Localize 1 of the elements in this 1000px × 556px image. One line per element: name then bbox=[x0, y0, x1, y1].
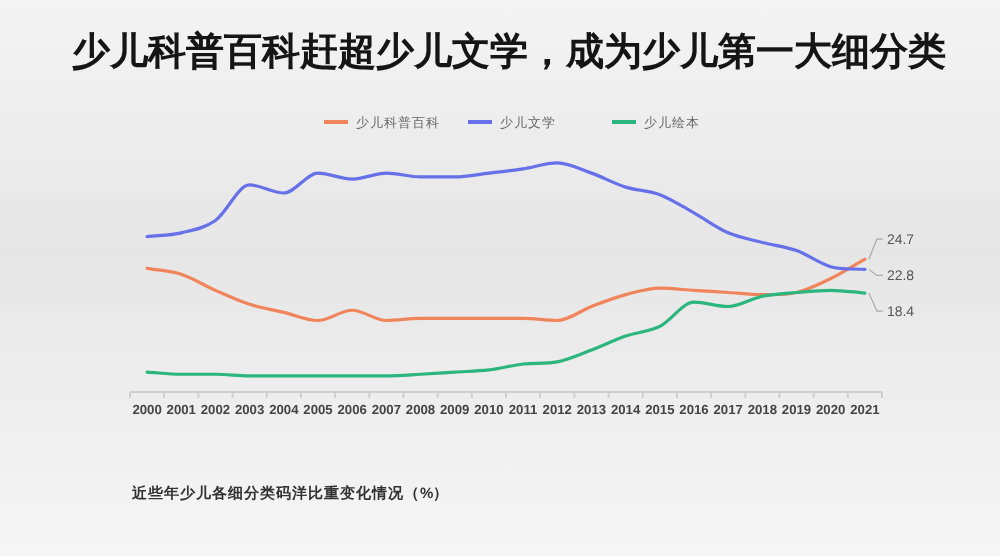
chart-title: 少儿科普百科赶超少儿文学，成为少儿第一大细分类 bbox=[72, 30, 946, 74]
